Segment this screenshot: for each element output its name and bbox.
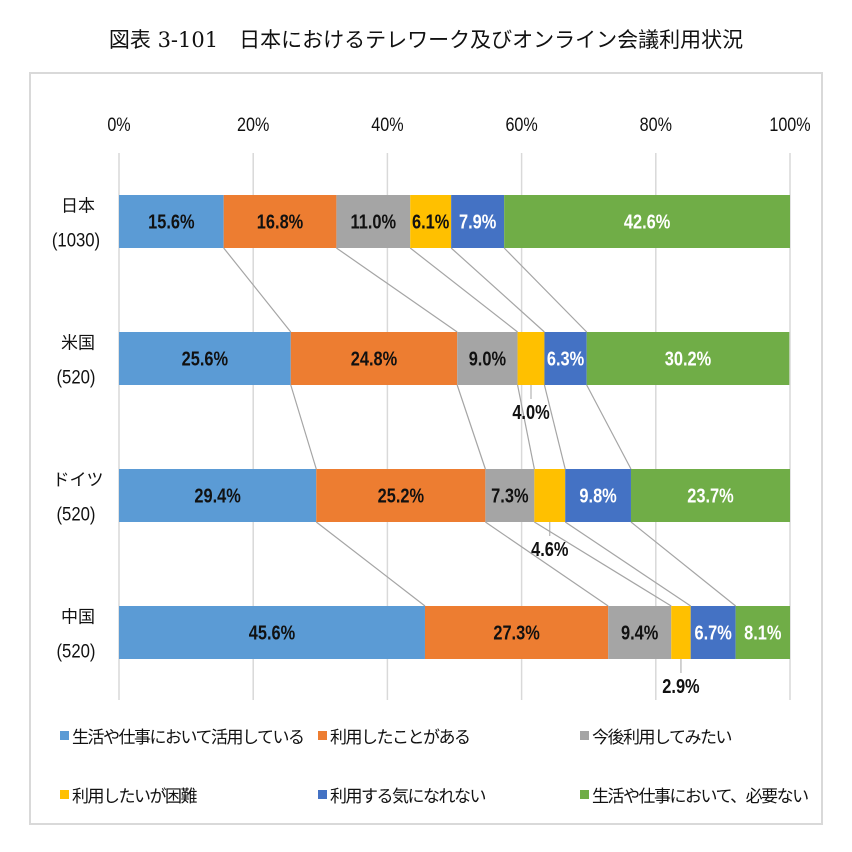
bar-segment xyxy=(630,469,790,522)
legend-swatch xyxy=(580,790,589,799)
series-line xyxy=(315,521,426,607)
series-line xyxy=(450,247,545,333)
legend-item: 利用したいが困難 xyxy=(60,782,198,807)
chart-frame xyxy=(29,72,823,825)
bar-segment xyxy=(457,332,518,385)
bar-segment xyxy=(410,195,452,248)
bar-segment xyxy=(316,469,486,522)
data-label: 2.9% xyxy=(662,674,699,697)
data-label: 6.3% xyxy=(547,347,584,370)
bar-segment xyxy=(485,469,535,522)
legend-item: 生活や仕事において活用している xyxy=(60,723,305,748)
bar-segment xyxy=(735,606,790,659)
data-label: 27.3% xyxy=(493,621,539,644)
category-label: 米国 xyxy=(61,334,95,354)
data-label: 4.6% xyxy=(531,537,568,560)
legend-item: 今後利用してみたい xyxy=(580,723,733,748)
x-tick-label: 20% xyxy=(237,114,270,136)
category-count: (520) xyxy=(57,367,96,388)
series-line xyxy=(485,521,609,607)
legend-swatch xyxy=(318,790,327,799)
bar-segment xyxy=(424,606,609,659)
data-label: 9.0% xyxy=(469,347,506,370)
bar-segment xyxy=(671,606,691,659)
legend-item: 利用する気になれない xyxy=(318,782,487,807)
data-label: 29.4% xyxy=(194,484,240,507)
bar-segment xyxy=(517,332,545,385)
category-count: (520) xyxy=(57,641,96,662)
series-line xyxy=(534,521,672,607)
series-line xyxy=(336,247,458,333)
data-label: 4.0% xyxy=(512,400,549,423)
legend-item: 利用したことがある xyxy=(318,723,471,748)
series-line xyxy=(564,521,692,607)
series-line xyxy=(630,521,737,607)
legend-label: 今後利用してみたい xyxy=(592,728,733,748)
bar-segment xyxy=(534,469,566,522)
legend-swatch xyxy=(60,731,69,740)
legend-swatch xyxy=(60,790,69,799)
bar-segment xyxy=(119,469,317,522)
data-label: 25.6% xyxy=(182,347,228,370)
data-label: 42.6% xyxy=(624,210,670,233)
bar-segment xyxy=(336,195,411,248)
chart-title: 図表 3-101 日本におけるテレワーク及びオンライン会議利用状況 xyxy=(108,28,744,52)
bar-segment xyxy=(119,195,224,248)
bar-segment xyxy=(451,195,505,248)
legend-swatch xyxy=(580,731,589,740)
legend-label: 利用したいが困難 xyxy=(72,787,198,807)
data-label: 9.8% xyxy=(579,484,616,507)
series-line xyxy=(516,384,535,470)
category-label: 日本 xyxy=(61,197,95,217)
bar-segment xyxy=(119,606,425,659)
data-label: 30.2% xyxy=(665,347,711,370)
data-label: 7.3% xyxy=(491,484,528,507)
data-label: 11.0% xyxy=(351,210,397,233)
x-tick-label: 0% xyxy=(107,114,131,136)
bar-segment xyxy=(119,332,291,385)
data-label: 6.7% xyxy=(695,621,732,644)
x-tick-label: 100% xyxy=(769,114,811,136)
bar-segment xyxy=(290,332,458,385)
bar-segment xyxy=(690,606,736,659)
category-count: (520) xyxy=(57,504,96,525)
legend-label: 生活や仕事において活用している xyxy=(72,728,305,748)
legend-item: 生活や仕事において、必要ない xyxy=(580,782,809,807)
category-label: 中国 xyxy=(61,608,95,628)
data-label: 45.6% xyxy=(249,621,295,644)
series-line xyxy=(586,384,632,470)
bar-segment xyxy=(223,195,337,248)
legend-label: 利用する気になれない xyxy=(330,787,487,807)
bar-segment xyxy=(504,195,790,248)
legend-label: 生活や仕事において、必要ない xyxy=(592,787,809,807)
series-line xyxy=(223,247,292,333)
data-label: 15.6% xyxy=(148,210,194,233)
bar-segment xyxy=(565,469,631,522)
series-line xyxy=(290,384,317,470)
series-line xyxy=(409,247,518,333)
data-label: 8.1% xyxy=(744,621,781,644)
data-label: 9.4% xyxy=(621,621,658,644)
category-count: (1030) xyxy=(52,230,100,251)
x-tick-label: 60% xyxy=(505,114,538,136)
data-label: 16.8% xyxy=(257,210,303,233)
data-label: 6.1% xyxy=(412,210,449,233)
data-label: 23.7% xyxy=(687,484,733,507)
series-line xyxy=(543,384,566,470)
x-tick-label: 80% xyxy=(640,114,673,136)
data-label: 24.8% xyxy=(351,347,397,370)
legend-swatch xyxy=(318,731,327,740)
series-line xyxy=(503,247,588,333)
bar-segment xyxy=(608,606,672,659)
x-tick-label: 40% xyxy=(371,114,404,136)
bar-segment xyxy=(586,332,790,385)
legend-label: 利用したことがある xyxy=(330,728,471,748)
category-label: ドイツ xyxy=(53,471,104,491)
series-line xyxy=(456,384,486,470)
bar-segment xyxy=(544,332,587,385)
data-label: 25.2% xyxy=(378,484,424,507)
data-label: 7.9% xyxy=(459,210,496,233)
